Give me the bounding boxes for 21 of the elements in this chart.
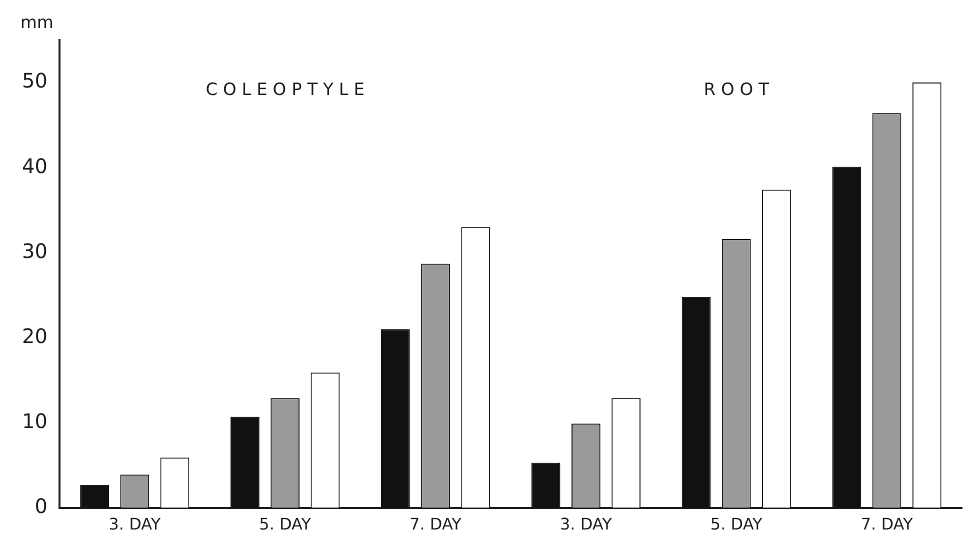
bar [230, 416, 260, 508]
y-tick-label: 50 [22, 68, 48, 93]
y-axis-title: mm [20, 12, 54, 33]
y-tick-label: 30 [22, 238, 48, 263]
x-tick-label: 3. DAY [108, 514, 161, 534]
x-tick-label: 7. DAY [860, 514, 913, 534]
x-tick-label: 3. DAY [560, 514, 612, 534]
bar [682, 296, 711, 508]
bar [832, 166, 862, 508]
annotation: R O O T [704, 80, 770, 100]
y-tick-label: 10 [22, 408, 48, 433]
y-tick-label: 20 [22, 324, 48, 348]
y-tick-label: 0 [34, 494, 48, 518]
bar [531, 462, 560, 508]
annotation: C O L E O P T Y L E [206, 80, 364, 100]
bar [380, 329, 410, 508]
x-tick-label: 7. DAY [410, 514, 462, 534]
x-tick-label: 5. DAY [259, 514, 312, 534]
x-tick-label: 5. DAY [710, 514, 763, 534]
y-tick-label: 40 [22, 154, 48, 178]
bar [80, 484, 109, 508]
